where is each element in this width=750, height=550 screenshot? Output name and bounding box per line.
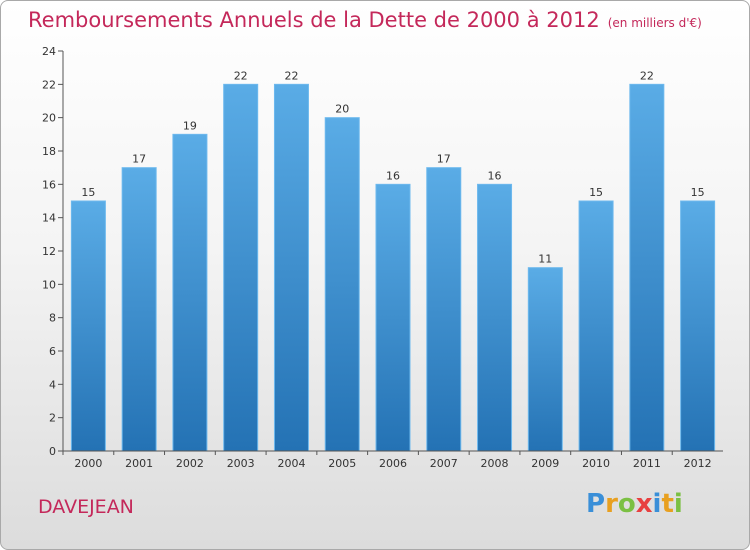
bar-2003 [223, 83, 259, 452]
bar-2007 [426, 167, 462, 452]
x-tick-label-2004: 2004 [277, 457, 305, 470]
bar-2001 [121, 167, 157, 452]
x-tick-label-2001: 2001 [125, 457, 153, 470]
x-tick-label-2011: 2011 [633, 457, 661, 470]
chart-title-main: Remboursements Annuels de la Dette de 20… [28, 8, 600, 32]
logo-letter: o [617, 489, 636, 519]
y-tick-label-22: 22 [42, 78, 56, 91]
x-tick-label-2003: 2003 [227, 457, 255, 470]
value-label-2009: 11 [538, 253, 552, 266]
y-tick-label-2: 2 [49, 412, 56, 425]
axes-group: 2000 2001 2002 2003 2004 2005 2006 2007 2008 2009… [42, 45, 723, 470]
y-tick-label-10: 10 [42, 278, 56, 291]
value-label-2007: 17 [437, 153, 451, 166]
x-tick-label-2012: 2012 [684, 457, 712, 470]
bar-2009 [527, 267, 563, 452]
x-tick-label-2008: 2008 [481, 457, 509, 470]
value-label-2006: 16 [386, 169, 400, 182]
logo-letter: r [605, 489, 618, 519]
x-tick-label-2010: 2010 [582, 457, 610, 470]
logo-letter: i [652, 489, 662, 519]
y-tick-label-12: 12 [42, 245, 56, 258]
bar-2002 [172, 133, 208, 452]
y-tick-label-4: 4 [49, 378, 56, 391]
bar-2006 [375, 183, 411, 452]
y-tick-label-14: 14 [42, 212, 56, 225]
x-tick-label-2002: 2002 [176, 457, 204, 470]
x-tick-label-2005: 2005 [328, 457, 356, 470]
bar-2005 [324, 117, 360, 452]
bar-2000 [70, 200, 106, 452]
x-tick-label-2007: 2007 [430, 457, 458, 470]
logo-letter: P [586, 489, 606, 519]
value-label-2001: 17 [132, 153, 146, 166]
y-tick-label-16: 16 [42, 178, 56, 191]
x-tick-label-2006: 2006 [379, 457, 407, 470]
y-tick-label-20: 20 [42, 112, 56, 125]
y-tick-label-18: 18 [42, 145, 56, 158]
logo-letter: t [661, 489, 674, 519]
value-label-2004: 22 [284, 69, 298, 82]
value-label-2005: 20 [335, 103, 349, 116]
value-label-2008: 16 [488, 169, 502, 182]
y-tick-label-0: 0 [49, 445, 56, 458]
commune-name: DAVEJEAN [38, 496, 134, 518]
value-label-2011: 22 [640, 69, 654, 82]
bar-2012 [680, 200, 716, 452]
y-tick-label-8: 8 [49, 312, 56, 325]
bars-group: 15 17 19 22 22 20 16 17 16 11 15 22 15 [70, 69, 716, 452]
x-tick-label-2000: 2000 [74, 457, 102, 470]
chart-title-unit: (en milliers d'€) [607, 16, 702, 30]
bar-2008 [477, 183, 513, 452]
y-tick-label-24: 24 [42, 45, 56, 58]
bar-2010 [578, 200, 614, 452]
y-tick-label-6: 6 [49, 345, 56, 358]
logo-letter: i [673, 489, 683, 519]
value-label-2000: 15 [81, 186, 95, 199]
value-label-2010: 15 [589, 186, 603, 199]
value-label-2002: 19 [183, 119, 197, 132]
bar-2011 [629, 83, 665, 452]
value-label-2003: 22 [234, 69, 248, 82]
chart-title: Remboursements Annuels de la Dette de 20… [28, 8, 702, 32]
x-tick-label-2009: 2009 [531, 457, 559, 470]
bar-2004 [273, 83, 309, 452]
logo-letter: x [635, 489, 653, 519]
proxiti-logo: Proxiti [586, 489, 683, 519]
value-label-2012: 15 [691, 186, 705, 199]
